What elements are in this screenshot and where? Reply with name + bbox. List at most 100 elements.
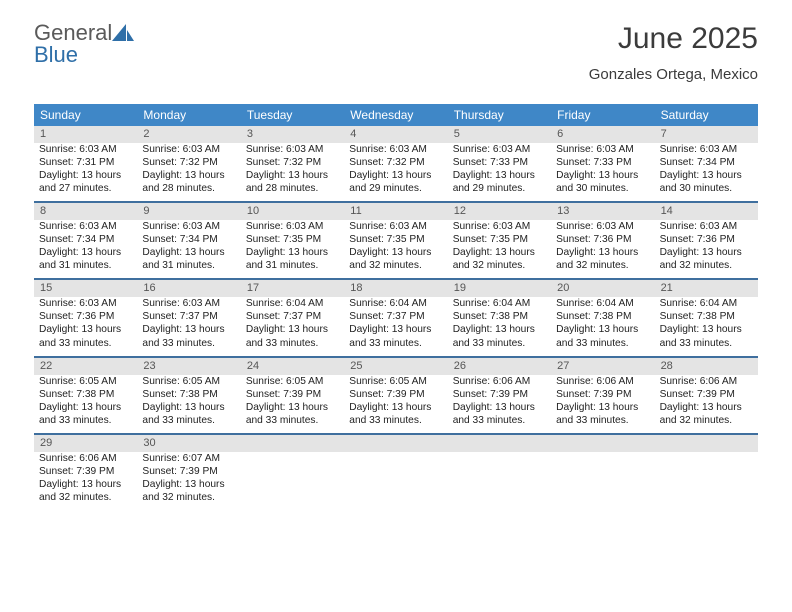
dow-tuesday: Tuesday — [241, 104, 344, 126]
page-title: June 2025 — [589, 22, 758, 56]
sunset-text: Sunset: 7:31 PM — [39, 156, 132, 169]
dow-wednesday: Wednesday — [344, 104, 447, 126]
daylight-text: and 32 minutes. — [660, 259, 753, 272]
sunset-text: Sunset: 7:36 PM — [556, 233, 649, 246]
daylight-text: Daylight: 13 hours — [349, 246, 442, 259]
sunrise-text: Sunrise: 6:03 AM — [453, 220, 546, 233]
day-number: 10 — [241, 203, 344, 220]
daylight-text: and 32 minutes. — [142, 491, 235, 504]
day-number: 11 — [344, 203, 447, 220]
calendar: Sunday Monday Tuesday Wednesday Thursday… — [34, 104, 758, 510]
day-number — [344, 435, 447, 452]
day-cell: Sunrise: 6:03 AMSunset: 7:34 PMDaylight:… — [655, 143, 758, 201]
day-number: 2 — [137, 126, 240, 143]
daylight-text: Daylight: 13 hours — [142, 401, 235, 414]
sunrise-text: Sunrise: 6:04 AM — [660, 297, 753, 310]
day-number — [448, 435, 551, 452]
week-body-row: Sunrise: 6:03 AMSunset: 7:36 PMDaylight:… — [34, 297, 758, 355]
sunrise-text: Sunrise: 6:05 AM — [142, 375, 235, 388]
day-number: 22 — [34, 358, 137, 375]
day-number: 15 — [34, 280, 137, 297]
day-number-row: 22232425262728 — [34, 356, 758, 375]
daylight-text: and 33 minutes. — [660, 337, 753, 350]
day-cell: Sunrise: 6:03 AMSunset: 7:35 PMDaylight:… — [344, 220, 447, 278]
sunrise-text: Sunrise: 6:03 AM — [142, 143, 235, 156]
daylight-text: Daylight: 13 hours — [39, 246, 132, 259]
day-cell: Sunrise: 6:03 AMSunset: 7:36 PMDaylight:… — [551, 220, 654, 278]
day-cell: Sunrise: 6:03 AMSunset: 7:36 PMDaylight:… — [34, 297, 137, 355]
sunset-text: Sunset: 7:35 PM — [349, 233, 442, 246]
daylight-text: and 32 minutes. — [556, 259, 649, 272]
daylight-text: and 33 minutes. — [556, 337, 649, 350]
day-cell: Sunrise: 6:04 AMSunset: 7:38 PMDaylight:… — [551, 297, 654, 355]
sunrise-text: Sunrise: 6:04 AM — [246, 297, 339, 310]
day-number: 29 — [34, 435, 137, 452]
sunset-text: Sunset: 7:35 PM — [453, 233, 546, 246]
day-cell — [344, 452, 447, 510]
day-number: 21 — [655, 280, 758, 297]
page-subtitle: Gonzales Ortega, Mexico — [589, 66, 758, 83]
day-number: 16 — [137, 280, 240, 297]
day-number: 8 — [34, 203, 137, 220]
sunrise-text: Sunrise: 6:03 AM — [556, 220, 649, 233]
sunset-text: Sunset: 7:39 PM — [142, 465, 235, 478]
day-cell: Sunrise: 6:03 AMSunset: 7:34 PMDaylight:… — [34, 220, 137, 278]
day-cell — [241, 452, 344, 510]
sunrise-text: Sunrise: 6:03 AM — [142, 297, 235, 310]
daylight-text: Daylight: 13 hours — [453, 246, 546, 259]
day-cell: Sunrise: 6:03 AMSunset: 7:35 PMDaylight:… — [448, 220, 551, 278]
daylight-text: Daylight: 13 hours — [349, 323, 442, 336]
daylight-text: Daylight: 13 hours — [39, 323, 132, 336]
day-cell: Sunrise: 6:03 AMSunset: 7:31 PMDaylight:… — [34, 143, 137, 201]
day-cell: Sunrise: 6:04 AMSunset: 7:37 PMDaylight:… — [241, 297, 344, 355]
day-number: 1 — [34, 126, 137, 143]
daylight-text: and 30 minutes. — [556, 182, 649, 195]
sunrise-text: Sunrise: 6:03 AM — [660, 143, 753, 156]
day-cell: Sunrise: 6:03 AMSunset: 7:34 PMDaylight:… — [137, 220, 240, 278]
day-cell: Sunrise: 6:06 AMSunset: 7:39 PMDaylight:… — [448, 375, 551, 433]
sunset-text: Sunset: 7:37 PM — [246, 310, 339, 323]
sunset-text: Sunset: 7:37 PM — [142, 310, 235, 323]
day-number: 12 — [448, 203, 551, 220]
daylight-text: Daylight: 13 hours — [39, 478, 132, 491]
day-number: 24 — [241, 358, 344, 375]
daylight-text: Daylight: 13 hours — [556, 246, 649, 259]
daylight-text: and 33 minutes. — [349, 414, 442, 427]
day-number: 20 — [551, 280, 654, 297]
sunrise-text: Sunrise: 6:04 AM — [349, 297, 442, 310]
day-number: 3 — [241, 126, 344, 143]
day-number: 19 — [448, 280, 551, 297]
day-cell: Sunrise: 6:03 AMSunset: 7:36 PMDaylight:… — [655, 220, 758, 278]
daylight-text: and 27 minutes. — [39, 182, 132, 195]
daylight-text: Daylight: 13 hours — [142, 169, 235, 182]
sunset-text: Sunset: 7:39 PM — [349, 388, 442, 401]
day-number — [655, 435, 758, 452]
sunrise-text: Sunrise: 6:03 AM — [349, 220, 442, 233]
day-number: 9 — [137, 203, 240, 220]
day-cell: Sunrise: 6:06 AMSunset: 7:39 PMDaylight:… — [655, 375, 758, 433]
daylight-text: and 29 minutes. — [453, 182, 546, 195]
day-number: 4 — [344, 126, 447, 143]
dow-saturday: Saturday — [655, 104, 758, 126]
daylight-text: Daylight: 13 hours — [349, 169, 442, 182]
daylight-text: Daylight: 13 hours — [660, 323, 753, 336]
day-cell: Sunrise: 6:03 AMSunset: 7:35 PMDaylight:… — [241, 220, 344, 278]
daylight-text: Daylight: 13 hours — [660, 169, 753, 182]
sunset-text: Sunset: 7:38 PM — [453, 310, 546, 323]
day-number-row: 1234567 — [34, 126, 758, 143]
day-number: 30 — [137, 435, 240, 452]
sunrise-text: Sunrise: 6:03 AM — [39, 220, 132, 233]
day-of-week-row: Sunday Monday Tuesday Wednesday Thursday… — [34, 104, 758, 126]
sunset-text: Sunset: 7:38 PM — [142, 388, 235, 401]
sunrise-text: Sunrise: 6:03 AM — [660, 220, 753, 233]
dow-friday: Friday — [551, 104, 654, 126]
daylight-text: Daylight: 13 hours — [142, 478, 235, 491]
sunset-text: Sunset: 7:32 PM — [349, 156, 442, 169]
day-number: 18 — [344, 280, 447, 297]
sunrise-text: Sunrise: 6:03 AM — [39, 143, 132, 156]
daylight-text: Daylight: 13 hours — [142, 323, 235, 336]
day-number-row: 15161718192021 — [34, 278, 758, 297]
day-number-row: 891011121314 — [34, 201, 758, 220]
logo: General Blue — [34, 22, 134, 66]
sunset-text: Sunset: 7:38 PM — [556, 310, 649, 323]
